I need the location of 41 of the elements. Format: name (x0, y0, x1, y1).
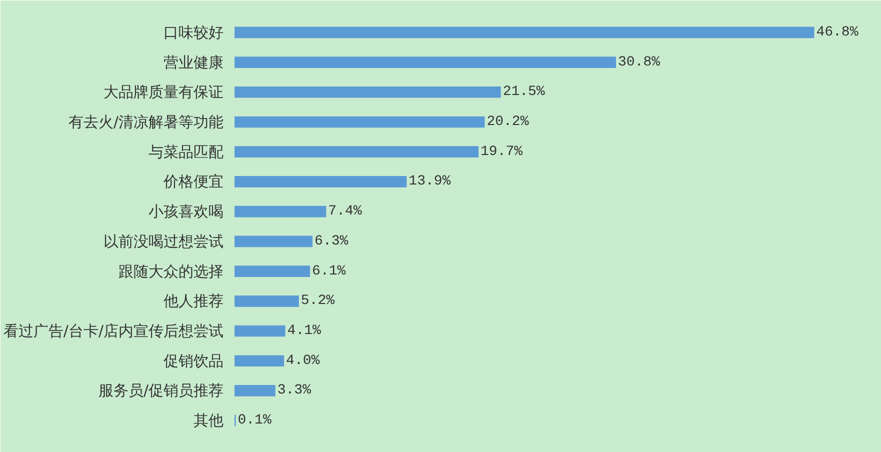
bar (234, 295, 299, 307)
data-label: 6.3% (314, 233, 349, 250)
data-label: 3.3% (277, 382, 312, 399)
bar (234, 116, 485, 128)
data-label: 30.8% (618, 54, 661, 70)
data-label: 13.9% (408, 174, 452, 190)
bar (234, 236, 313, 248)
y-tick-label: 口味较好 (164, 23, 224, 42)
y-tick-label: 价格便宜 (162, 172, 224, 191)
data-label: 0.1% (238, 412, 272, 429)
y-tick-label: 与菜品匹配 (148, 142, 224, 161)
data-label: 4.0% (286, 352, 320, 369)
bar (234, 146, 479, 158)
y-tick-label: 看过广告/台卡/店内宣传后想尝试 (3, 322, 224, 340)
y-tick-label: 跟随大众的选择 (118, 262, 224, 280)
data-label: 4.1% (287, 323, 322, 340)
bar (234, 26, 814, 38)
bar (234, 56, 616, 68)
data-label: 6.1% (312, 263, 346, 280)
y-tick-label: 营业健康 (164, 53, 224, 72)
data-label: 46.8% (816, 24, 859, 40)
bar (234, 206, 326, 218)
data-label: 20.2% (486, 114, 530, 130)
y-tick-label: 其他 (194, 412, 224, 430)
bar (234, 385, 276, 396)
data-label: 7.4% (328, 204, 362, 220)
y-tick-label: 他人推荐 (164, 292, 224, 310)
bar (234, 86, 501, 98)
y-tick-label: 小孩喜欢喝 (148, 202, 224, 221)
bar (234, 266, 310, 277)
bar (234, 176, 407, 188)
data-label: 5.2% (300, 293, 336, 310)
y-tick-label: 服务员/促销员推荐 (98, 382, 224, 400)
y-tick-label: 大品牌质量有保证 (104, 83, 224, 102)
data-label: 19.7% (480, 144, 524, 160)
y-tick-label: 促销饮品 (164, 352, 224, 370)
data-label: 21.5% (502, 84, 546, 100)
bar (234, 325, 286, 337)
y-tick-label: 有去火/清凉解暑等功能 (68, 112, 224, 131)
y-tick-label: 以前没喝过想尝试 (104, 232, 224, 250)
bar (234, 355, 284, 367)
